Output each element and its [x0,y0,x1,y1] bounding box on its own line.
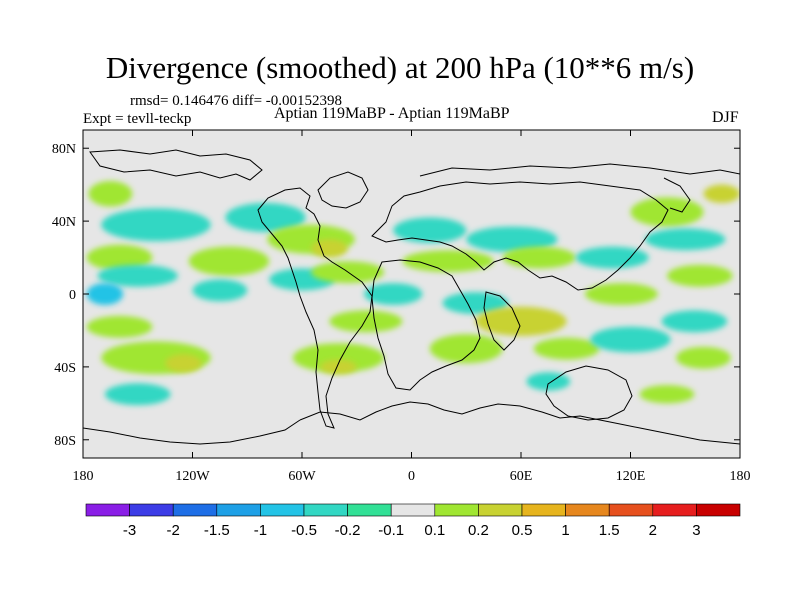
coastline-americas [257,187,373,429]
coastline-antarctica-west [83,419,301,445]
colorbar-swatch-14 [696,503,741,517]
colorbar-swatch-2 [172,503,218,517]
field-region-24 [466,226,558,253]
colorbar-label-7: 0.1 [424,522,445,539]
field-region-11 [225,202,306,233]
experiment-label: Expt = tevll-teckp [83,111,192,127]
field-region-35 [661,310,728,333]
field-region-4 [86,283,124,305]
colorbar-swatch-8 [434,503,479,517]
axes: 180 120W 60W 0 60E 120E 180 80N 40N 0 40S 80S [52,130,751,484]
field-region-9 [188,246,270,276]
colorbar-swatch-10 [521,503,566,517]
y-tick-label-2: 0 [69,288,76,303]
colorbar-label-3: -1 [254,522,267,539]
x-tick-label-4: 60E [510,469,533,484]
colorbar-swatch-0 [85,503,130,517]
colorbar-swatch-6 [347,503,392,517]
colorbar-swatch-11 [565,503,610,517]
colorbar-label-12: 2 [649,522,657,539]
field-region-2 [86,244,153,271]
colorbar-label-2: -1.5 [204,522,230,539]
y-tick-label-4: 80S [54,434,76,449]
field-region-16 [364,283,423,305]
colorbar-label-1: -2 [167,522,180,539]
field-region-8 [104,383,171,406]
field-region-33 [645,228,726,251]
colorbar-label-4: -0.5 [291,522,317,539]
colorbar-label-5: -0.2 [335,522,361,539]
field-region-0 [88,181,133,207]
field-region-18 [292,343,385,373]
field-region-10 [192,279,248,302]
colorbar-label-10: 1 [561,522,569,539]
colorbar-swatch-12 [608,503,654,517]
rmsd-diff-stats: rmsd= 0.146476 diff= -0.00152398 [130,93,343,109]
field-region-29 [575,246,649,269]
chart-title: Divergence (smoothed) at 200 hPa (10**6 … [105,50,695,85]
coastline-eurasia [371,181,669,291]
coastline-siberia-north [419,163,740,177]
y-tick-label-3: 40S [54,361,76,376]
x-tick-label-1: 120W [175,469,210,484]
field-region-1 [101,208,211,242]
colorbar-swatch-13 [652,503,697,517]
colorbar-label-11: 1.5 [599,522,620,539]
colorbar-swatch-1 [129,503,174,517]
field-region-3 [97,264,178,287]
field-region-23 [429,334,503,364]
field-region-38 [639,385,695,404]
field-region-25 [502,246,576,269]
colorbar-label-0: -3 [123,522,136,539]
subtitle: Aptian 119MaBP - Aptian 119MaBP [274,105,510,122]
field-region-31 [590,326,671,353]
y-tick-label-0: 80N [52,142,76,157]
field-region-19 [320,359,357,375]
field-region-27 [533,337,600,360]
field-region-34 [667,264,733,287]
x-tick-label-6: 180 [730,469,751,484]
field-region-5 [86,315,153,338]
colorbar-label-6: -0.1 [378,522,404,539]
y-tick-label-1: 40N [52,215,76,230]
colorbar-label-9: 0.5 [512,522,533,539]
field-region-20 [393,217,467,243]
field-region-22 [442,292,509,315]
x-tick-label-0: 180 [73,469,94,484]
field-region-21 [402,250,494,273]
colorbar: -3 -2 -1.5 -1 -0.5 -0.2 -0.1 0.1 0.2 0.5 1 1.5 2 3 [85,503,741,539]
colorbar-swatch-5 [303,503,348,517]
coastline-antarctica [299,401,740,445]
field-region-28 [526,372,571,391]
field-region-37 [703,184,740,203]
colorbar-swatch-9 [478,503,523,517]
field-region-17 [329,310,403,333]
field-region-7 [165,354,202,373]
coastline-australia [545,365,633,421]
colorbar-swatch-4 [260,503,305,517]
coastline-greenland [317,171,369,209]
coastlines [83,149,740,445]
x-tick-label-3: 0 [408,469,415,484]
x-tick-label-5: 120E [616,469,646,484]
colorbar-swatch-7 [390,503,436,517]
coastline-india [483,291,521,351]
colorbar-label-13: 3 [692,522,700,539]
season-label: DJF [712,109,739,126]
colorbar-label-8: 0.2 [468,522,489,539]
field-region-30 [584,283,658,305]
coastline-pacific-north [663,177,691,213]
field-region-13 [311,239,348,258]
coastline-africa [371,259,481,391]
colorbar-swatch-3 [216,503,261,517]
field-region-36 [676,346,731,369]
x-tick-label-2: 60W [288,469,316,484]
field-region-26 [475,306,567,336]
coastline-arctic-islands [89,149,263,181]
